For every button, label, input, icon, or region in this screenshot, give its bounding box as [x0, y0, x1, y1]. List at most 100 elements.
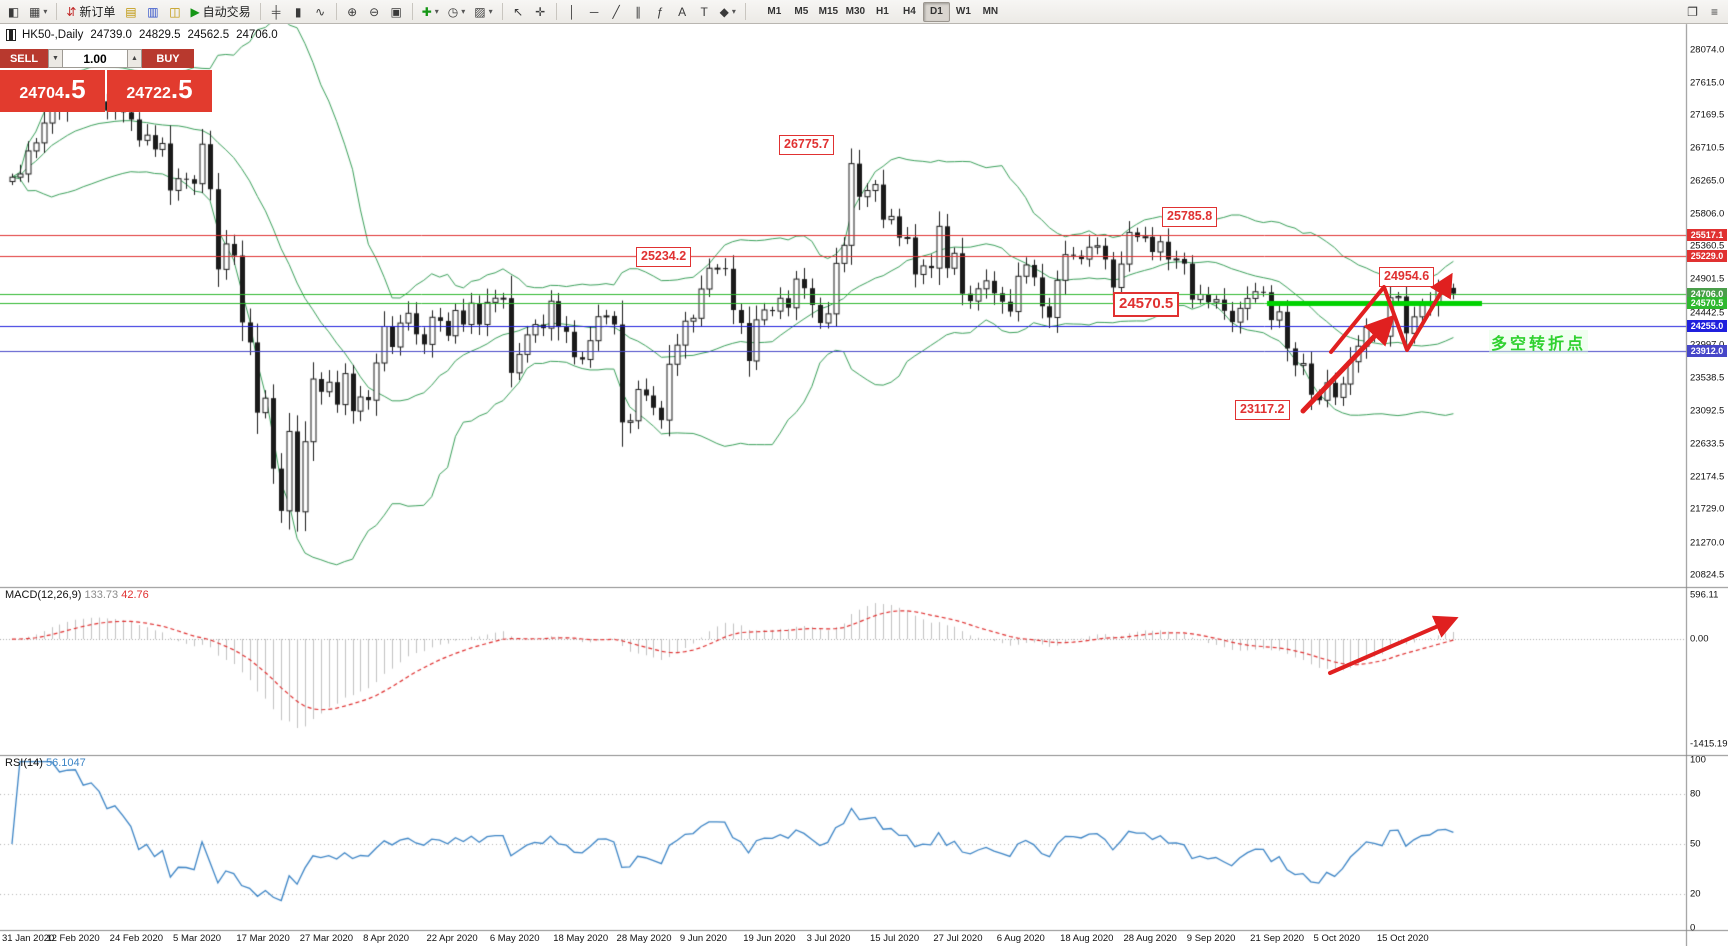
autotrading-button[interactable]: ▶ 自动交易 — [186, 2, 254, 22]
zoom-in-icon: ⊕ — [347, 4, 358, 19]
market-watch-button[interactable]: ▤ — [120, 2, 141, 22]
rsi-name: RSI(14) — [5, 757, 43, 769]
open-value: 24739.0 — [90, 29, 132, 41]
toolbar-separator — [555, 3, 557, 20]
low-value: 24562.5 — [187, 29, 230, 41]
navigator-icon: ◫ — [169, 4, 181, 19]
fibonacci-icon: ƒ — [656, 4, 664, 19]
caret-down-icon: ▾ — [488, 7, 493, 16]
timeframe-m15-button[interactable]: M15 — [815, 2, 842, 22]
sell-price-display[interactable]: 24704.5 — [0, 70, 105, 112]
horizontal-line-button[interactable]: ─ — [584, 2, 605, 22]
timeframe-d1-button[interactable]: D1 — [922, 1, 950, 22]
caret-down-icon: ▾ — [731, 7, 736, 16]
profiles-icon: ▦ — [29, 4, 41, 19]
caret-down-icon: ▾ — [43, 7, 48, 16]
bar-chart-icon: ╪ — [271, 4, 281, 19]
crosshair-button[interactable]: ✛ — [530, 2, 551, 22]
docking-icon: ❐ — [1687, 4, 1698, 19]
candlestick-icon — [7, 30, 15, 40]
profiles-button[interactable]: ▦ ▾ — [25, 2, 51, 22]
timeframe-m1-button[interactable]: M1 — [761, 2, 788, 22]
macd-indicator-label: MACD(12,26,9) 133.73 42.76 — [5, 589, 149, 601]
trendline-icon: ╱ — [612, 4, 620, 19]
buy-button[interactable]: BUY — [142, 49, 194, 68]
toolbar-menu-button[interactable]: ≡ — [1704, 2, 1725, 22]
timeframe-m5-button[interactable]: M5 — [788, 2, 815, 22]
close-value: 24706.0 — [236, 29, 278, 41]
timeframe-h1-button[interactable]: H1 — [869, 2, 896, 22]
new-order-icon: ⇵ — [66, 4, 77, 19]
tile-windows-icon: ▣ — [390, 4, 402, 19]
navigator-button[interactable]: ◫ — [164, 2, 185, 22]
text-button[interactable]: A — [672, 2, 693, 22]
channel-icon: ∥ — [635, 4, 642, 19]
volume-decrease-button[interactable]: ▼ — [48, 49, 63, 68]
zoom-in-button[interactable]: ⊕ — [342, 2, 363, 22]
fibonacci-button[interactable]: ƒ — [650, 2, 671, 22]
sell-price-main: 24704 — [19, 85, 64, 102]
new-order-button[interactable]: ⇵ 新订单 — [62, 2, 119, 22]
toolbar-separator — [411, 3, 413, 20]
vertical-line-icon: │ — [568, 4, 576, 19]
data-window-icon: ▥ — [147, 4, 159, 19]
macd-name: MACD(12,26,9) — [5, 589, 82, 601]
bar-chart-button[interactable]: ╪ — [266, 2, 287, 22]
sell-price-frac: .5 — [63, 74, 86, 104]
candlestick-chart-button[interactable]: ▮ — [288, 2, 309, 22]
symbol-period-label: HK50-,Daily — [22, 29, 84, 41]
toolbar: ◧ ▦ ▾ ⇵ 新订单 ▤ ▥ ◫ ▶ 自动交易 ╪ ▮ ∿ ⊕ ⊖ ▣ ✚ ▾ ◷ ▾ ▨ ▾ ↖ ✛ │ ─ ╱ ∥ ƒ A T ◆ ▾ M1… — [0, 0, 1728, 24]
zoom-out-icon: ⊖ — [369, 4, 380, 19]
macd-signal-value: 42.76 — [121, 589, 149, 601]
caret-down-icon: ▾ — [434, 7, 439, 16]
toolbar-separator — [501, 3, 503, 20]
timeframe-switcher: M1 M5 M15 M30 H1 H4 D1 W1 MN — [761, 1, 1004, 22]
autotrading-button-label: 自动交易 — [202, 5, 251, 19]
buy-price-display[interactable]: 24722.5 — [107, 70, 212, 112]
new-chart-icon: ◧ — [7, 4, 20, 19]
arrows-icon: ◆ — [719, 4, 729, 19]
chart-title: HK50-,Daily 24739.0 24829.5 24562.5 2470… — [7, 29, 278, 41]
rsi-value: 56.1047 — [45, 757, 86, 769]
crosshair-icon: ✛ — [535, 4, 546, 19]
indicators-icon: ✚ — [421, 4, 432, 19]
text-icon: A — [678, 4, 687, 19]
indicators-button[interactable]: ✚ ▾ — [418, 2, 443, 22]
line-chart-icon: ∿ — [315, 4, 326, 19]
toolbar-separator — [56, 3, 58, 20]
timeframe-w1-button[interactable]: W1 — [950, 2, 977, 22]
vertical-line-button[interactable]: │ — [562, 2, 583, 22]
timeframe-h4-button[interactable]: H4 — [896, 2, 923, 22]
cursor-icon: ↖ — [513, 4, 524, 19]
horizontal-line-icon: ─ — [589, 4, 599, 19]
volume-increase-button[interactable]: ▲ — [127, 49, 142, 68]
cursor-button[interactable]: ↖ — [508, 2, 529, 22]
high-value: 24829.5 — [138, 29, 181, 41]
buy-price-main: 24722 — [126, 85, 171, 102]
zoom-out-button[interactable]: ⊖ — [364, 2, 385, 22]
market-watch-icon: ▤ — [125, 4, 137, 19]
docking-button[interactable]: ❐ — [1682, 2, 1703, 22]
new-chart-button[interactable]: ◧ — [3, 2, 24, 22]
trendline-button[interactable]: ╱ — [606, 2, 627, 22]
tile-windows-button[interactable]: ▣ — [386, 2, 407, 22]
line-chart-button[interactable]: ∿ — [310, 2, 331, 22]
macd-main-value: 133.73 — [84, 589, 119, 601]
channel-button[interactable]: ∥ — [628, 2, 649, 22]
toolbar-menu-icon: ≡ — [1710, 4, 1718, 19]
arrows-button[interactable]: ◆ ▾ — [716, 2, 740, 22]
data-window-button[interactable]: ▥ — [142, 2, 163, 22]
templates-icon: ▨ — [474, 4, 486, 19]
toolbar-separator — [335, 3, 337, 20]
sell-button[interactable]: SELL — [0, 49, 48, 68]
timeframe-m30-button[interactable]: M30 — [842, 2, 869, 22]
templates-button[interactable]: ▨ ▾ — [470, 2, 496, 22]
autotrading-icon: ▶ — [190, 4, 200, 19]
periods-button[interactable]: ◷ ▾ — [444, 2, 470, 22]
toolbar-separator — [744, 3, 746, 20]
rsi-indicator-label: RSI(14) 56.1047 — [5, 757, 86, 769]
text-label-button[interactable]: T — [694, 2, 715, 22]
timeframe-mn-button[interactable]: MN — [977, 2, 1004, 22]
volume-input[interactable] — [63, 49, 127, 68]
